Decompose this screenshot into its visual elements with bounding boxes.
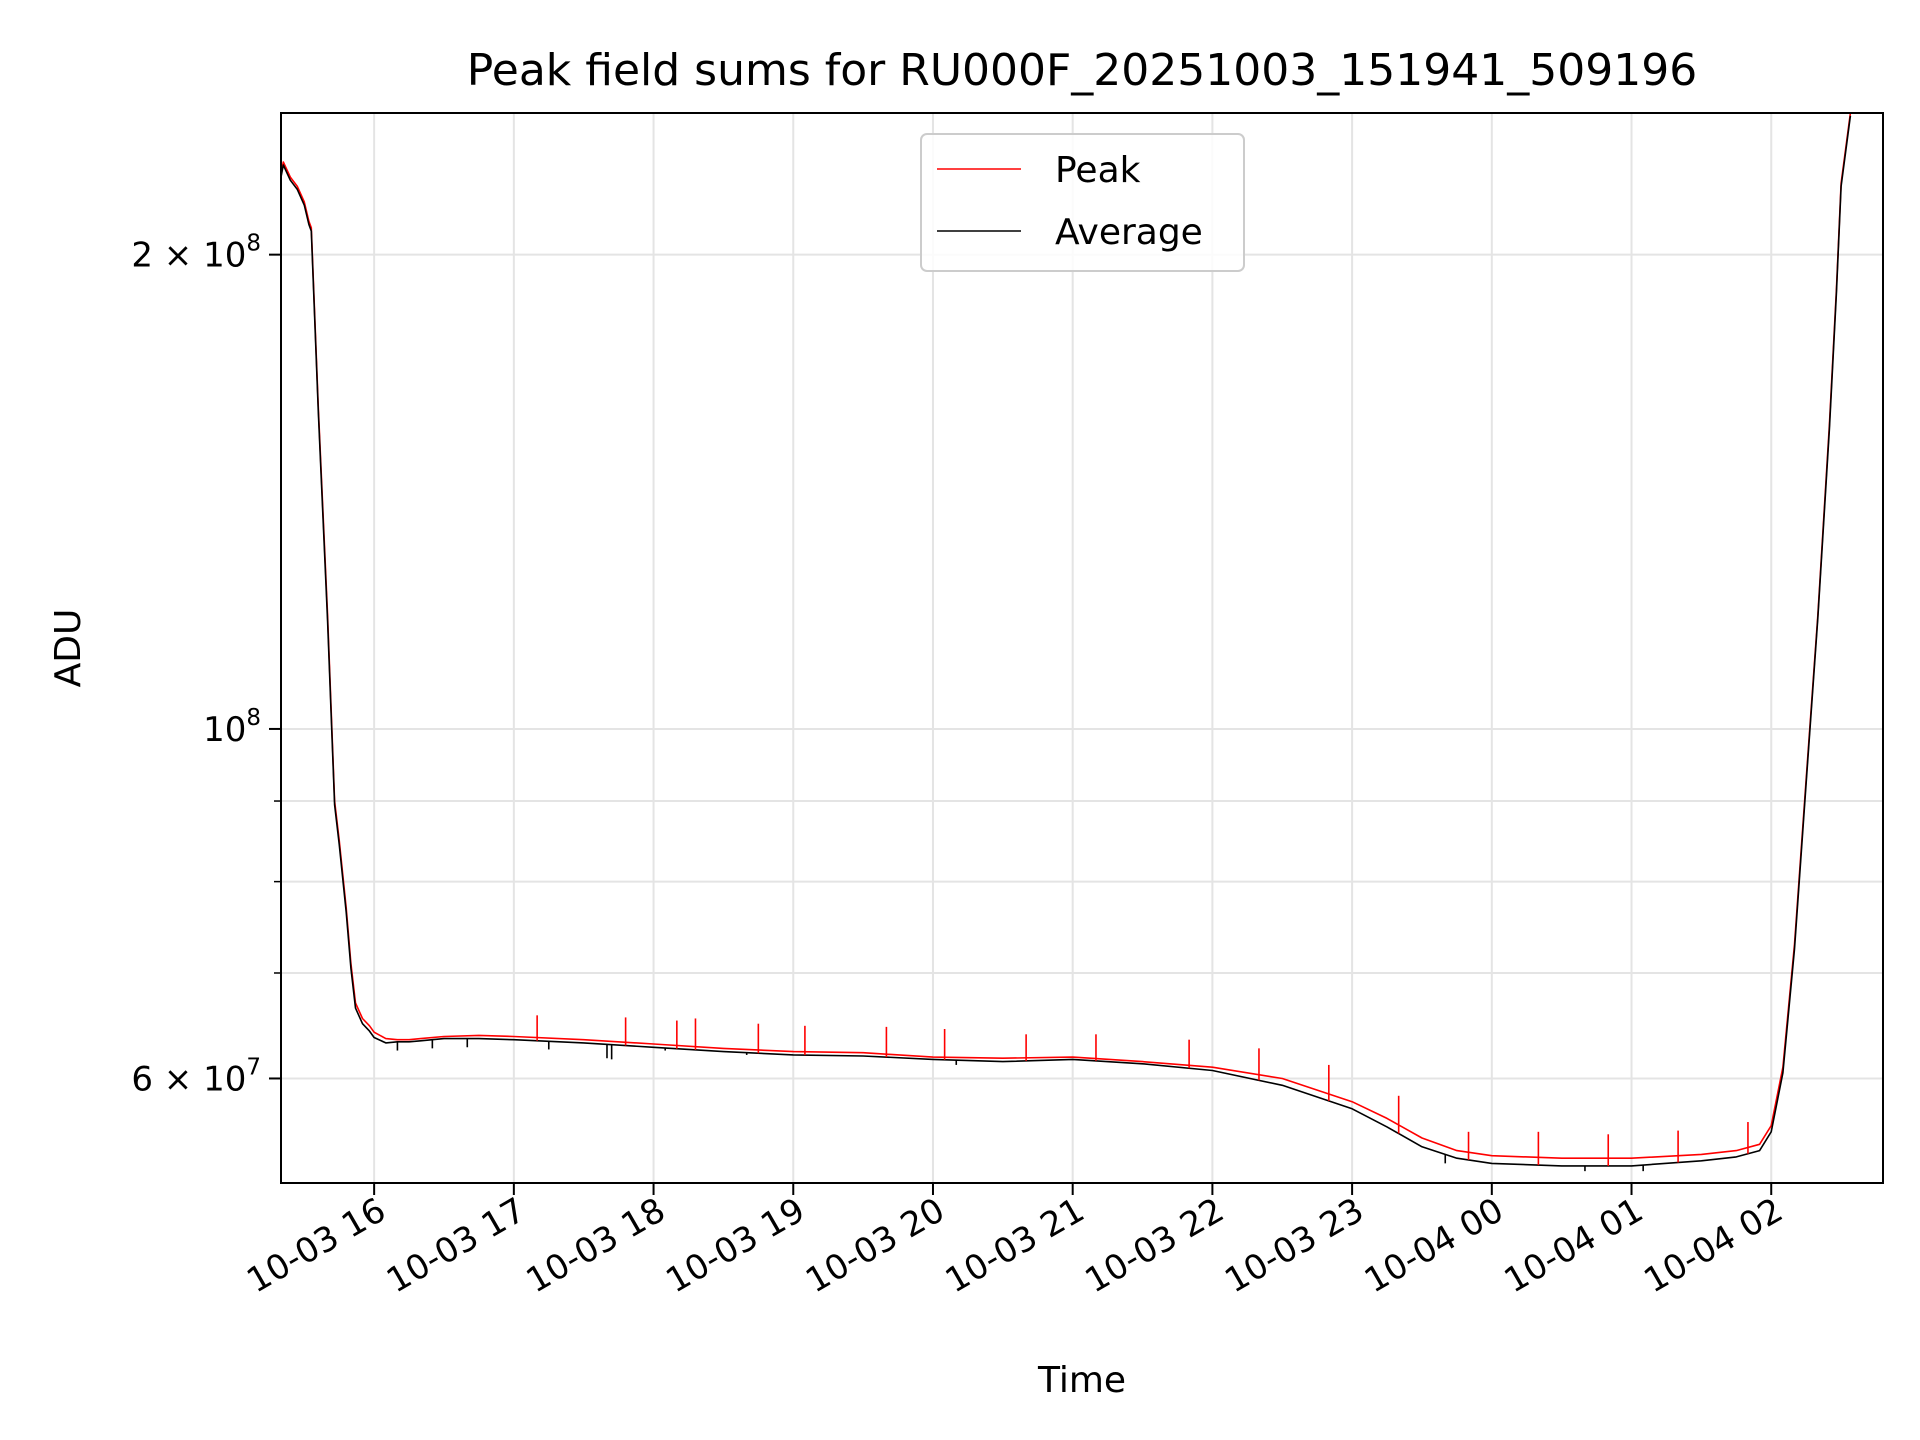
plot-frame xyxy=(280,112,1884,1184)
series-layer xyxy=(281,113,1852,1172)
legend-average-label: Average xyxy=(1055,212,1203,253)
y-tick-label: 108 xyxy=(203,705,261,750)
y-axis-label: ADU xyxy=(48,609,89,688)
legend-peak-label: Peak xyxy=(1055,150,1141,191)
y-tick-label: 2 × 108 xyxy=(131,231,261,276)
x-axis-label: Time xyxy=(1037,1360,1126,1401)
legend: Peak Average xyxy=(920,133,1245,272)
chart-title: Peak field sums for RU000F_20251003_1519… xyxy=(467,45,1697,96)
y-tick-label: 6 × 107 xyxy=(131,1054,261,1099)
